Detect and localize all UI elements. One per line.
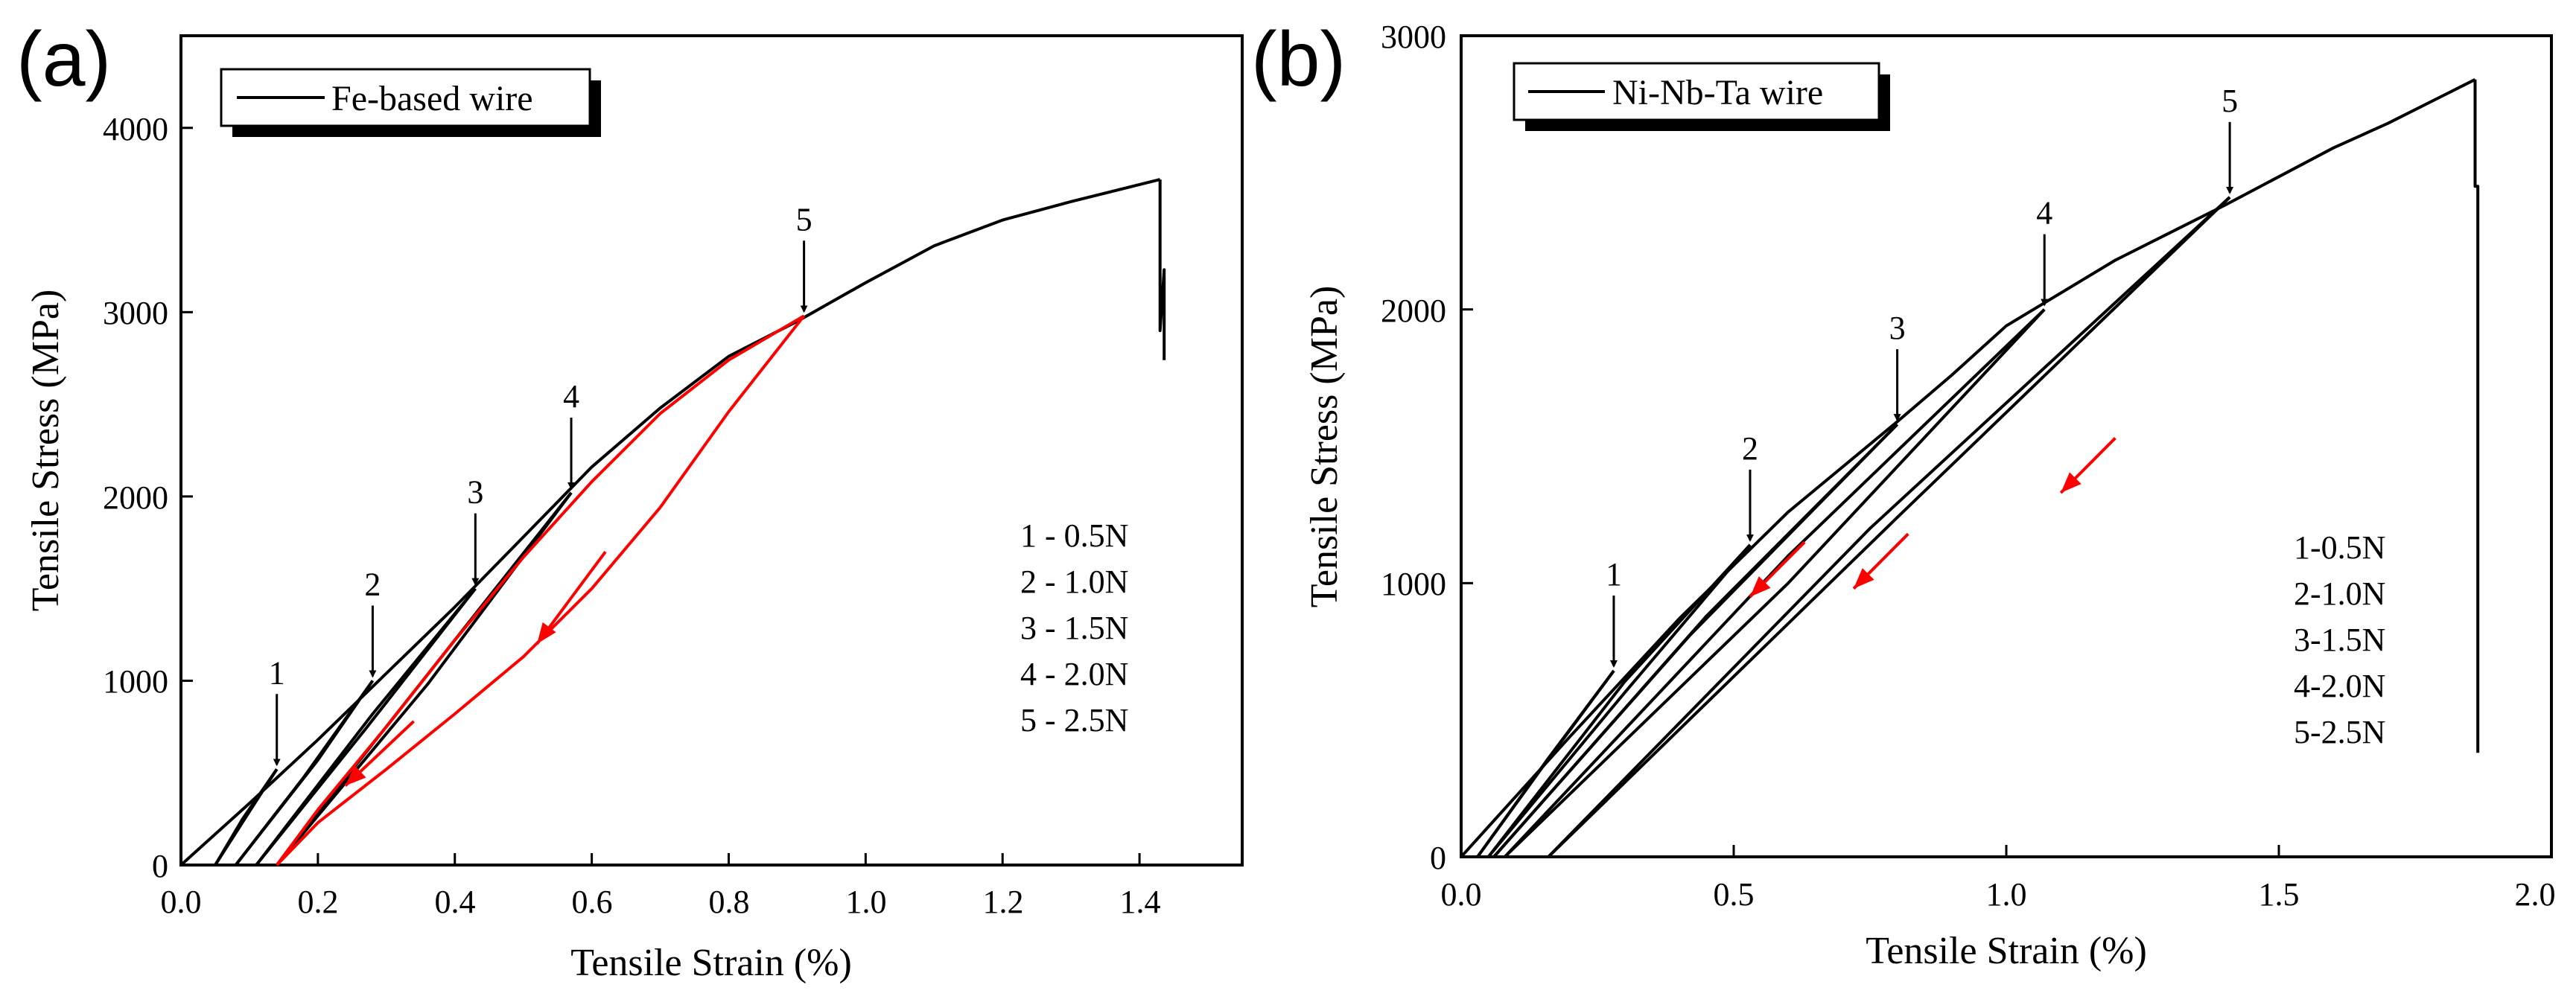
series-reload-2 xyxy=(234,680,375,867)
load-legend-item: 5-2.5N xyxy=(2294,714,2385,750)
x-tick-label: 1.4 xyxy=(1120,884,1161,920)
y-tick-label: 1000 xyxy=(1381,566,1446,602)
series-reload-2 xyxy=(1487,543,1752,858)
x-tick-label: 1.0 xyxy=(846,884,887,920)
unload-arrowhead xyxy=(2061,472,2082,494)
series-loading-envelope xyxy=(1460,78,2476,858)
series-reload-1 xyxy=(214,768,279,867)
panel-a-label: (a) xyxy=(16,16,111,103)
load-legend-a: 1 - 0.5N 2 - 1.0N 3 - 1.5N 4 - 2.0N 5 - … xyxy=(1020,517,1128,738)
unload-arrowhead xyxy=(345,765,366,786)
load-legend-item: 1 - 0.5N xyxy=(1020,517,1128,554)
y-tick-label: 4000 xyxy=(103,111,168,147)
x-tick-labels-b: 0.0 0.5 1.0 1.5 2.0 xyxy=(1441,876,2556,913)
cycle-marker-label: 5 xyxy=(2222,83,2238,119)
chart-panel-b: (b) 0 1000 2000 3000 0.0 0.5 1.0 1.5 2.0… xyxy=(1251,16,2556,972)
y-tick-label: 3000 xyxy=(103,295,168,331)
legend-frame-b xyxy=(1513,62,1880,121)
load-legend-item: 4-2.0N xyxy=(2294,668,2385,704)
y-tick-label: 0 xyxy=(1430,840,1446,876)
marker-layer-a: 1 2 3 4 5 xyxy=(269,201,812,767)
series-layer-a xyxy=(179,178,1166,867)
series-loading-envelope xyxy=(179,178,1161,867)
cycle-marker-label: 2 xyxy=(364,566,381,602)
y-tick-labels-b: 0 1000 2000 3000 xyxy=(1381,19,1446,876)
load-legend-item: 4 - 2.0N xyxy=(1020,656,1128,692)
series-reload-3 xyxy=(1492,423,1899,858)
legend-label-a: Fe-based wire xyxy=(331,79,533,118)
series-fracture xyxy=(1158,179,1166,360)
x-tick-label: 0.0 xyxy=(1441,876,1482,913)
x-tick-label: 0.6 xyxy=(572,884,613,920)
x-tick-label: 0.0 xyxy=(161,884,202,920)
y-axis-label-b: Tensile Stress (MPa) xyxy=(1303,286,1346,608)
cycle-marker-label: 1 xyxy=(1606,556,1622,593)
x-tick-label: 0.2 xyxy=(298,884,339,920)
x-tick-label: 0.8 xyxy=(709,884,750,920)
x-tick-label: 1.5 xyxy=(2259,876,2300,913)
series-unload-4 xyxy=(1504,308,2046,858)
cycle-marker-label: 2 xyxy=(1742,430,1758,467)
x-tick-label: 2.0 xyxy=(2515,876,2556,913)
series-layer-b xyxy=(1460,78,2480,858)
unload-arrowhead xyxy=(537,622,556,644)
load-legend-item: 3-1.5N xyxy=(2294,622,2385,658)
cycle-marker-label: 5 xyxy=(796,201,812,237)
legend-box-b: Ni-Nb-Ta wire xyxy=(1513,62,1890,131)
x-tick-label: 1.0 xyxy=(1986,876,2027,913)
chart-panel-a: (a) 0 1000 2000 3000 4000 0.0 0.2 0.4 0.… xyxy=(16,16,1244,984)
y-tick-label: 3000 xyxy=(1381,19,1446,55)
cycle-marker-label: 1 xyxy=(269,654,285,691)
x-axis-label-b: Tensile Strain (%) xyxy=(1866,930,2147,972)
x-tick-label: 0.5 xyxy=(1714,876,1755,913)
series-reload-3 xyxy=(255,587,477,867)
axis-ticks xyxy=(179,127,1141,867)
load-legend-item: 5 - 2.5N xyxy=(1020,702,1128,738)
load-legend-item: 2-1.0N xyxy=(2294,575,2385,612)
cycle-marker-label: 4 xyxy=(2036,195,2052,232)
series-reload-5 xyxy=(1547,196,2231,858)
panel-b-label: (b) xyxy=(1251,16,1346,103)
series-fracture xyxy=(2473,79,2480,753)
cycle-marker-label: 3 xyxy=(1889,310,1906,346)
load-legend-item: 3 - 1.5N xyxy=(1020,610,1128,646)
cycle-marker-label: 3 xyxy=(467,474,483,511)
legend-label-b: Ni-Nb-Ta wire xyxy=(1612,73,1823,112)
series-reload-4 xyxy=(1504,308,2046,858)
y-tick-label: 1000 xyxy=(103,663,168,700)
x-tick-label: 0.4 xyxy=(435,884,476,920)
load-legend-b: 1-0.5N 2-1.0N 3-1.5N 4-2.0N 5-2.5N xyxy=(2294,529,2385,750)
x-tick-label: 1.2 xyxy=(983,884,1024,920)
y-tick-labels-a: 0 1000 2000 3000 4000 xyxy=(103,111,168,884)
plot-frame-a xyxy=(179,34,1244,867)
y-axis-label-a: Tensile Stress (MPa) xyxy=(25,290,67,612)
y-tick-label: 2000 xyxy=(103,479,168,516)
x-axis-label-a: Tensile Strain (%) xyxy=(570,942,852,984)
y-tick-label: 0 xyxy=(152,848,168,884)
series-reload-5 xyxy=(276,314,805,867)
y-tick-label: 2000 xyxy=(1381,293,1446,329)
series-unload-2 xyxy=(1487,543,1752,858)
x-tick-labels-a: 0.0 0.2 0.4 0.6 0.8 1.0 1.2 1.4 xyxy=(161,884,1161,920)
axis-ticks xyxy=(1460,34,2553,858)
series-unload-5 xyxy=(1547,196,2231,858)
marker-layer-b: 1 2 3 4 5 xyxy=(1606,83,2238,668)
unload-arrowhead xyxy=(1854,568,1874,589)
plot-frame-b xyxy=(1460,34,2553,858)
load-legend-item: 1-0.5N xyxy=(2294,529,2385,566)
series-reload-1 xyxy=(1476,669,1615,858)
cycle-marker-label: 4 xyxy=(563,378,579,415)
load-legend-item: 2 - 1.0N xyxy=(1020,564,1128,600)
series-unload-5 xyxy=(276,315,806,867)
legend-box-a: Fe-based wire xyxy=(220,68,601,137)
series-unload-3 xyxy=(1492,423,1899,858)
unload-arrowhead xyxy=(1749,576,1771,597)
